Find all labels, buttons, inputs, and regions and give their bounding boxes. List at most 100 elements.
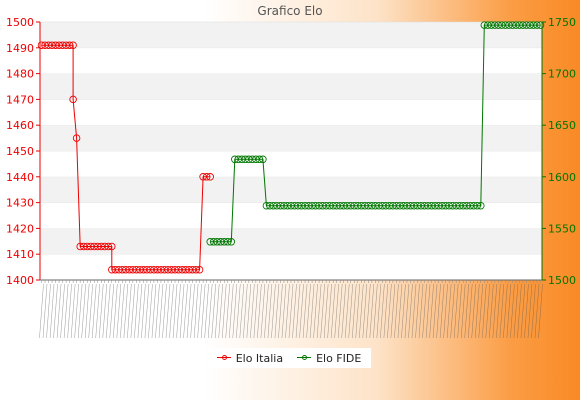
y-tick-label-left: 1470 bbox=[6, 93, 34, 106]
x-tick-label-blur bbox=[204, 283, 209, 339]
grid-band bbox=[40, 151, 542, 177]
x-tick-label-blur bbox=[460, 283, 466, 339]
data-point-series-2 bbox=[318, 201, 327, 210]
x-tick-label-blur bbox=[538, 283, 543, 339]
x-tick-label-blur bbox=[130, 283, 136, 339]
x-tick-label-blur bbox=[457, 283, 462, 339]
data-point-series-2 bbox=[396, 201, 404, 210]
x-tick-label-blur bbox=[134, 283, 139, 339]
x-tick-label-blur bbox=[218, 283, 223, 339]
data-point-series-2 bbox=[343, 201, 351, 210]
x-tick-label-blur bbox=[334, 283, 339, 339]
data-point-series-2 bbox=[322, 201, 330, 210]
y-tick-label-left: 1410 bbox=[6, 248, 34, 261]
x-tick-label-blur bbox=[53, 283, 58, 339]
x-tick-label-blur bbox=[158, 283, 164, 339]
x-tick-label-blur bbox=[274, 283, 280, 339]
x-tick-label-blur bbox=[137, 283, 143, 339]
data-point-series-2 bbox=[473, 201, 481, 210]
x-tick-label-blur bbox=[510, 283, 515, 339]
x-tick-label-blur bbox=[236, 283, 241, 339]
data-point-series-2 bbox=[255, 155, 264, 164]
data-point-series-2 bbox=[294, 201, 302, 210]
x-tick-label-blur bbox=[127, 283, 132, 339]
grid-band bbox=[40, 176, 542, 203]
x-tick-label-blur bbox=[257, 283, 262, 339]
legend-item-series-1: Elo Italia bbox=[216, 352, 283, 365]
legend-marker-series-2 bbox=[297, 353, 312, 363]
x-tick-label-blur bbox=[186, 283, 192, 339]
x-tick-label-blur bbox=[239, 283, 245, 339]
x-tick-label-blur bbox=[404, 283, 410, 339]
x-tick-label-blur bbox=[98, 283, 104, 339]
x-tick-label-blur bbox=[524, 283, 529, 339]
data-point-series-2 bbox=[498, 21, 506, 29]
x-tick-label-blur bbox=[327, 283, 332, 339]
data-point-series-2 bbox=[220, 238, 228, 246]
chart-title: Grafico Elo bbox=[257, 4, 323, 18]
data-point-series-2 bbox=[494, 21, 503, 29]
legend-label-series-2: Elo FIDE bbox=[316, 351, 362, 365]
x-tick-label-blur bbox=[464, 283, 469, 339]
x-tick-label-blur bbox=[221, 283, 227, 339]
x-tick-label-blur bbox=[478, 283, 484, 339]
data-point-series-2 bbox=[519, 21, 527, 29]
x-tick-label-blur bbox=[443, 283, 448, 339]
x-tick-label-blur bbox=[401, 283, 406, 339]
data-point-series-2 bbox=[259, 155, 267, 164]
x-tick-label-blur bbox=[116, 283, 122, 339]
data-point-series-1 bbox=[97, 242, 105, 251]
x-tick-label-blur bbox=[120, 283, 125, 339]
data-point-series-2 bbox=[445, 201, 453, 210]
y-tick-label-right: 1600 bbox=[548, 171, 576, 184]
x-tick-label-blur bbox=[439, 283, 445, 339]
x-tick-label-blur bbox=[193, 283, 199, 339]
y-tick-label-left: 1400 bbox=[6, 274, 34, 287]
legend-item-series-2: Elo FIDE bbox=[297, 352, 361, 365]
data-point-series-1 bbox=[199, 173, 207, 181]
x-tick-label-blur bbox=[84, 283, 90, 339]
x-tick-label-blur bbox=[316, 283, 322, 339]
x-tick-label-blur bbox=[74, 283, 79, 339]
x-tick-label-blur bbox=[489, 283, 494, 339]
x-tick-label-blur bbox=[141, 283, 146, 339]
data-point-series-2 bbox=[273, 201, 281, 210]
data-point-series-2 bbox=[368, 201, 376, 210]
x-tick-label-blur bbox=[450, 283, 455, 339]
x-tick-label-blur bbox=[109, 283, 115, 339]
x-tick-label-blur bbox=[422, 283, 427, 339]
x-tick-label-blur bbox=[344, 283, 350, 339]
data-point-series-2 bbox=[392, 201, 401, 210]
x-tick-label-blur bbox=[436, 283, 441, 339]
grid-band bbox=[40, 99, 542, 126]
data-point-series-1 bbox=[143, 265, 151, 274]
x-tick-label-blur bbox=[169, 283, 174, 339]
y-tick-label-left: 1440 bbox=[6, 171, 34, 184]
x-tick-label-blur bbox=[214, 283, 220, 339]
x-tick-label-blur bbox=[362, 283, 368, 339]
data-point-series-2 bbox=[448, 201, 457, 210]
x-tick-label-blur bbox=[267, 283, 273, 339]
grid-band bbox=[40, 22, 542, 48]
x-tick-label-blur bbox=[144, 283, 150, 339]
legend-marker-series-1 bbox=[216, 353, 231, 363]
x-tick-label-blur bbox=[397, 283, 403, 339]
data-point-series-1 bbox=[118, 265, 127, 274]
data-point-series-2 bbox=[533, 21, 541, 29]
x-tick-label-blur bbox=[148, 283, 153, 339]
x-tick-label-blur bbox=[394, 283, 399, 339]
x-tick-label-blur bbox=[474, 283, 480, 339]
x-tick-label-blur bbox=[113, 283, 118, 339]
x-tick-label-blur bbox=[200, 283, 206, 339]
y-tick-label-right: 1500 bbox=[548, 274, 576, 287]
x-tick-label-blur bbox=[390, 283, 396, 339]
y-tick-label-right: 1550 bbox=[548, 222, 576, 235]
grid-band bbox=[40, 73, 542, 100]
x-tick-label-blur bbox=[352, 283, 357, 339]
x-tick-label-blur bbox=[320, 283, 325, 339]
x-tick-label-blur bbox=[151, 283, 157, 339]
x-tick-label-blur bbox=[446, 283, 452, 339]
data-point-series-2 bbox=[346, 201, 355, 210]
x-tick-label-blur bbox=[183, 283, 188, 339]
x-tick-label-blur bbox=[366, 283, 371, 339]
